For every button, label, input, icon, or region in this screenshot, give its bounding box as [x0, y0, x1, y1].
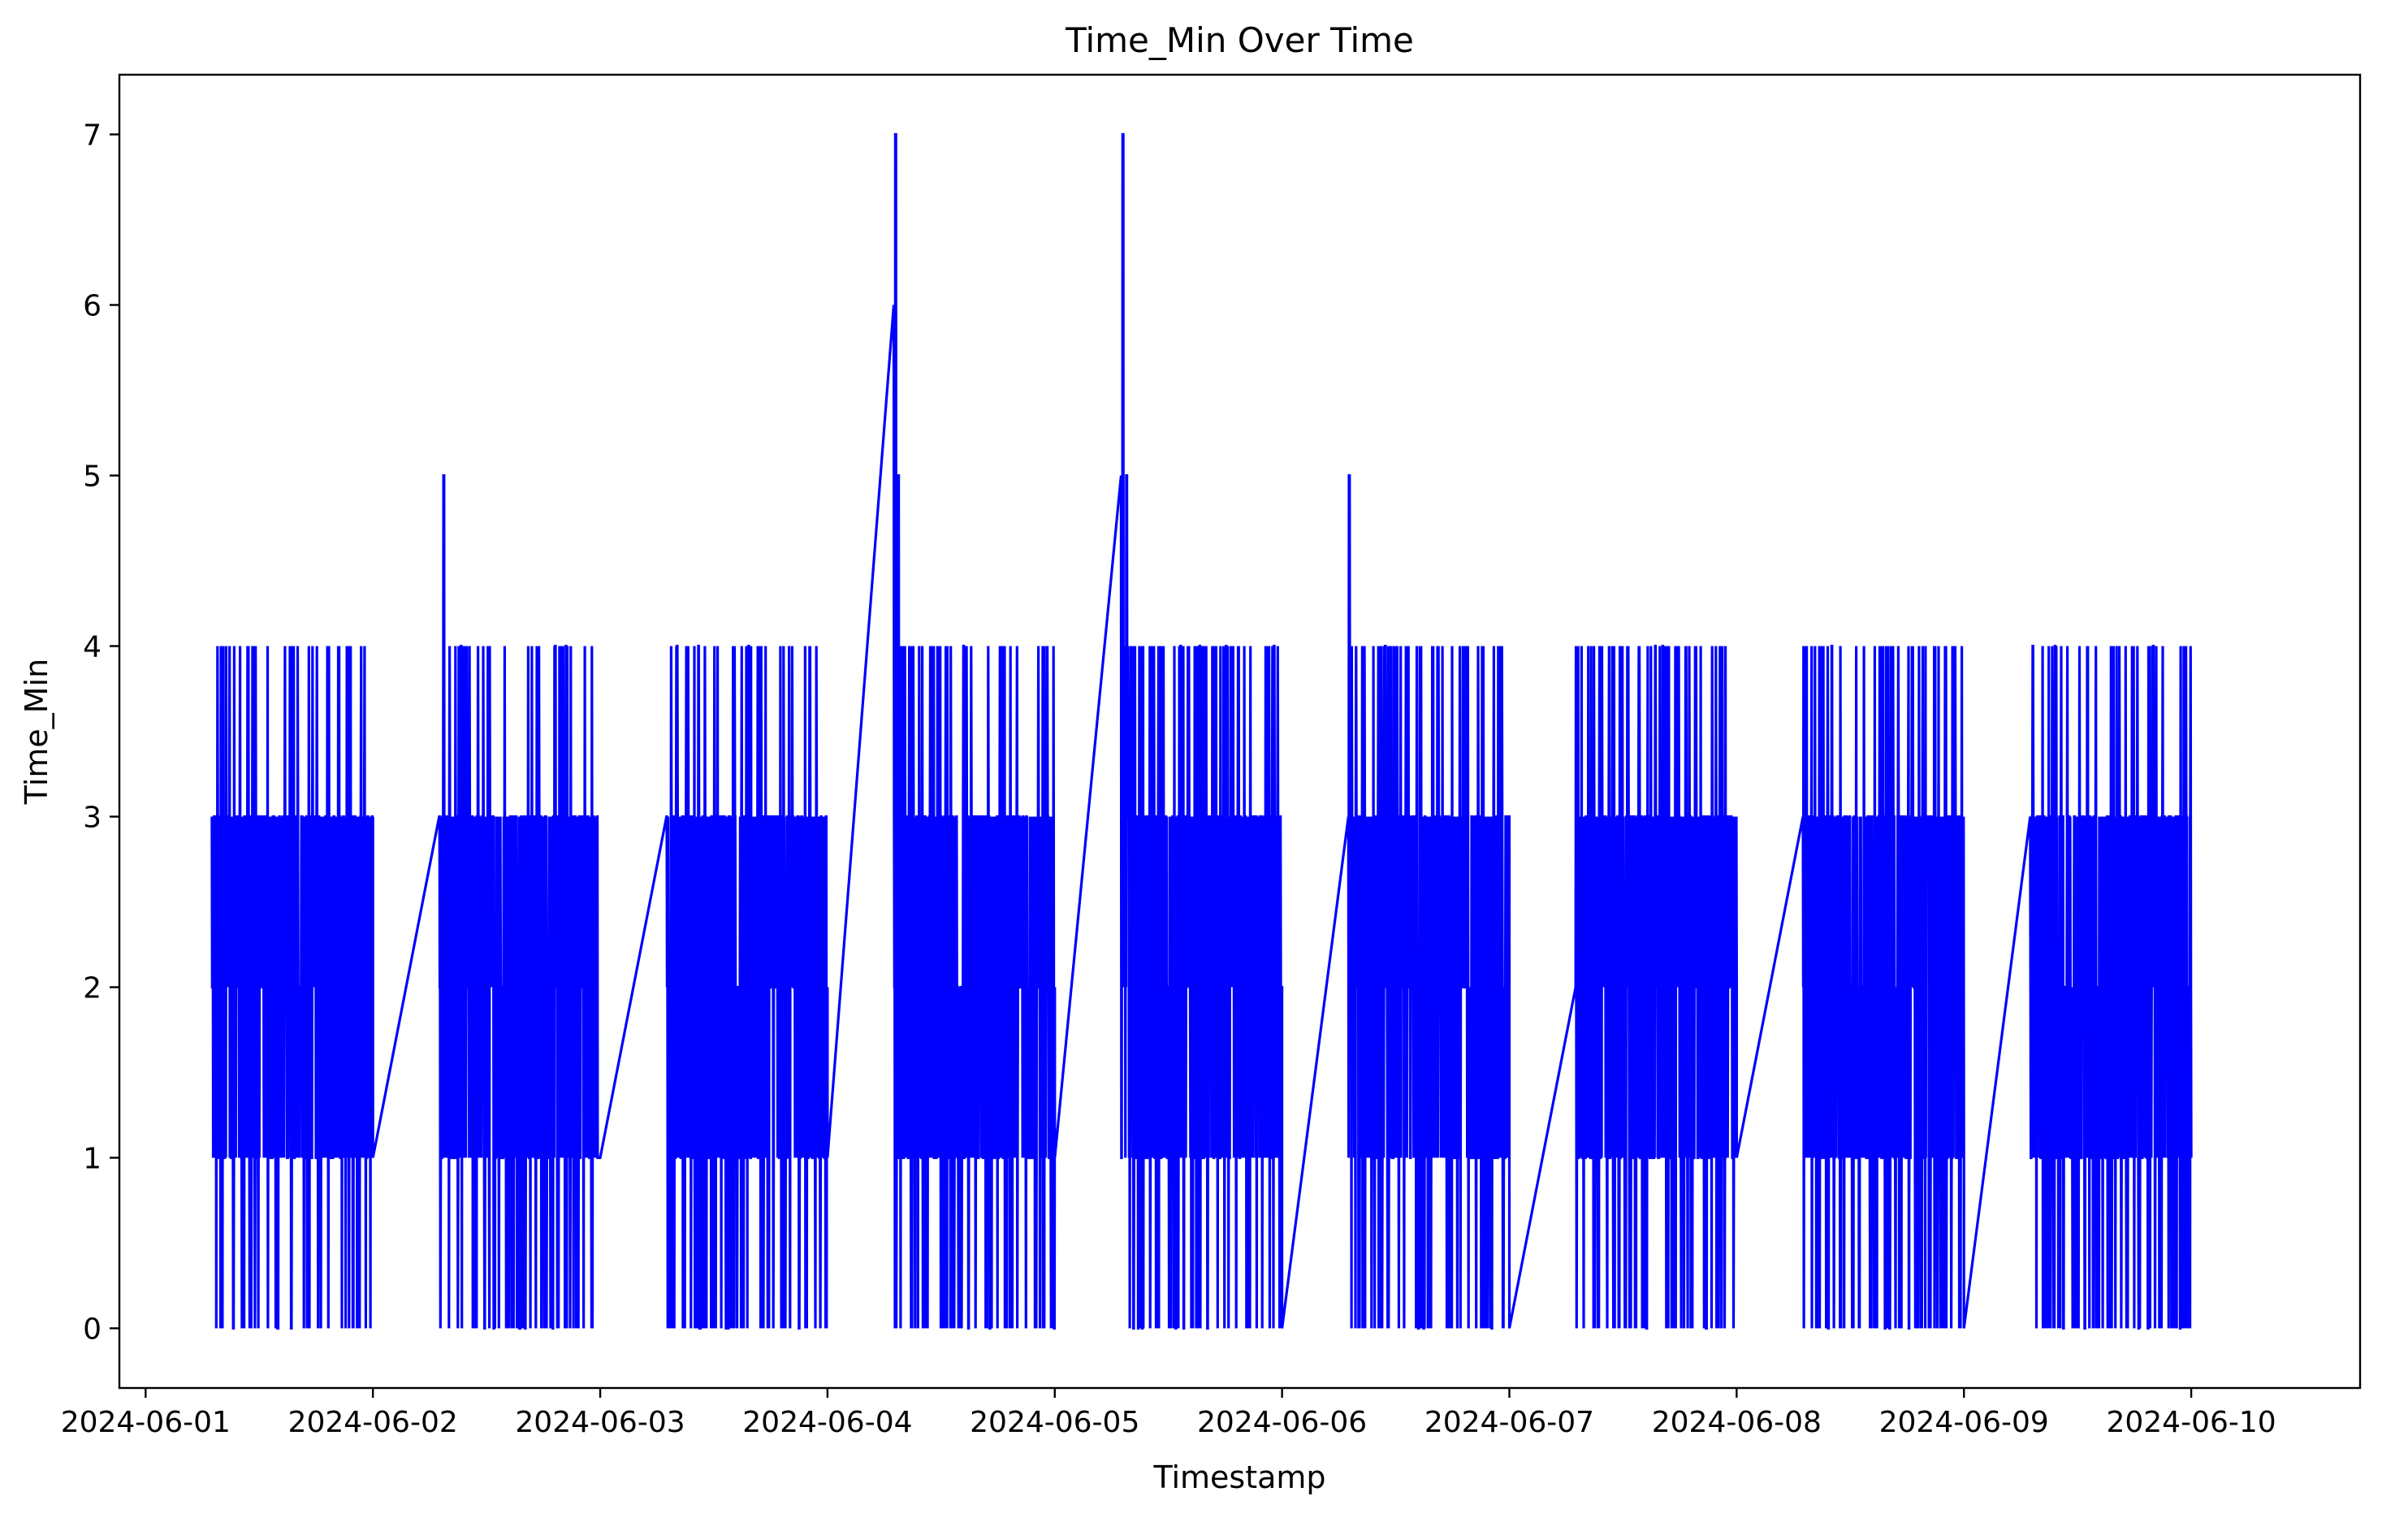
x-tick-label: 2024-06-04 [742, 1406, 912, 1439]
x-tick-label: 2024-06-05 [970, 1406, 1139, 1439]
series-layer [210, 132, 2193, 1330]
x-tick-label: 2024-06-07 [1424, 1406, 1594, 1439]
plot-area [118, 73, 2362, 1390]
x-tick-label: 2024-06-03 [515, 1406, 685, 1439]
y-tick-label: 6 [83, 290, 102, 323]
x-tick-label: 2024-06-08 [1652, 1406, 1822, 1439]
y-tick-label: 3 [83, 802, 102, 835]
x-tick-label: 2024-06-06 [1197, 1406, 1367, 1439]
x-axis-label: Timestamp [1152, 1459, 1325, 1495]
series-line-time-min [210, 132, 2193, 1330]
x-tick-label: 2024-06-09 [1879, 1406, 2049, 1439]
plot-frame [118, 73, 2362, 1390]
y-tick-label: 4 [83, 631, 102, 664]
y-tick-label: 2 [83, 972, 102, 1005]
x-tick-label: 2024-06-02 [288, 1406, 458, 1439]
x-axis: 2024-06-01 2024-06-02 2024-06-03 2024-06-04… [61, 1388, 2276, 1439]
chart-title: Time_Min Over Time [1065, 20, 1414, 60]
y-tick-label: 1 [83, 1143, 102, 1176]
x-tick-label: 2024-06-01 [61, 1406, 231, 1439]
y-axis-label: Time_Min [19, 659, 54, 805]
y-axis: 0 1 2 3 4 5 6 7 [83, 119, 119, 1347]
y-tick-label: 7 [83, 119, 102, 153]
y-tick-label: 5 [83, 460, 102, 494]
y-tick-label: 0 [83, 1313, 102, 1347]
x-tick-label: 2024-06-10 [2106, 1406, 2276, 1439]
